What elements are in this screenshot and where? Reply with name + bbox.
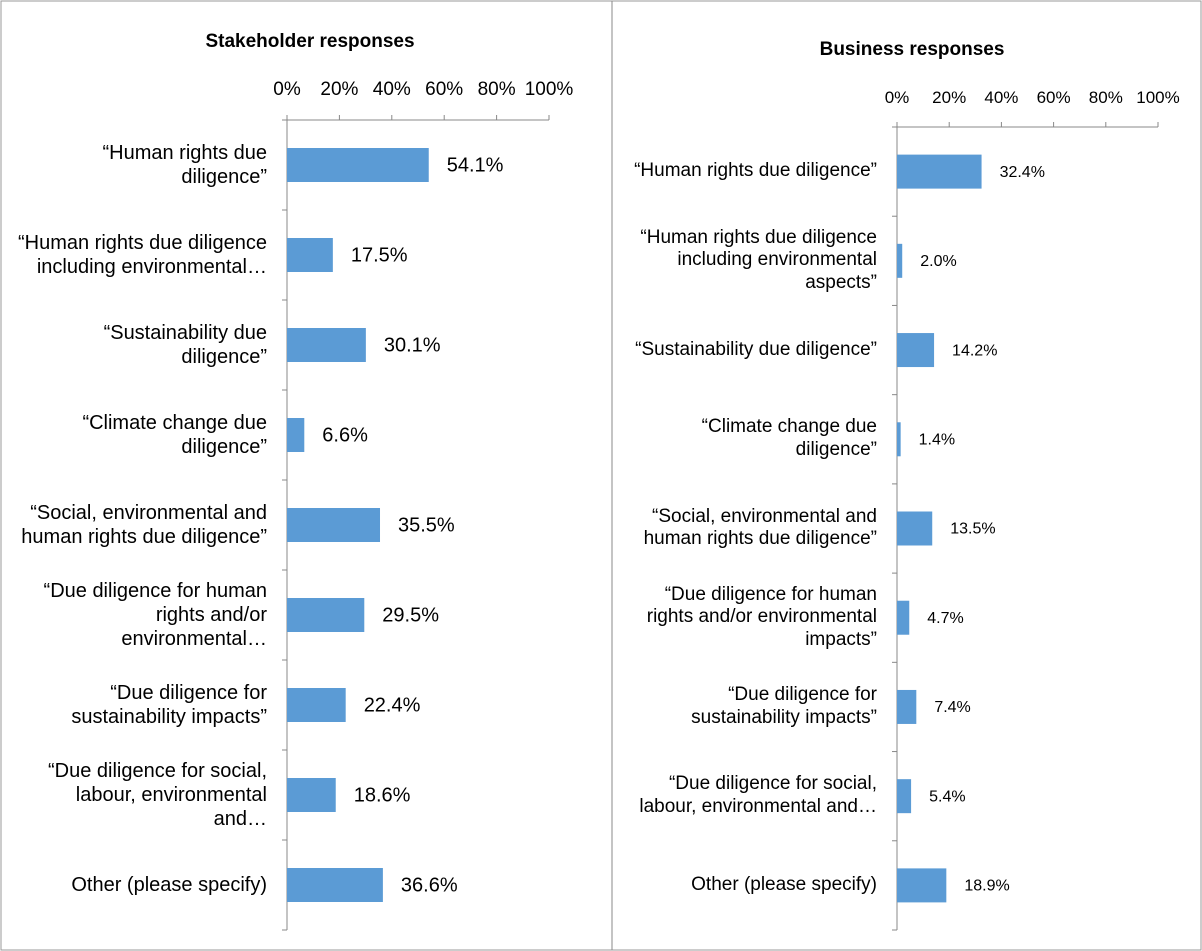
category-label: “Due diligence for human rights and/or e… bbox=[43, 580, 267, 650]
bar bbox=[897, 154, 982, 189]
bar bbox=[897, 600, 910, 635]
x-tick-label: 40% bbox=[373, 79, 411, 100]
category-label: “Social, environmental and human rights … bbox=[21, 502, 267, 548]
value-label: 2.0% bbox=[920, 253, 956, 270]
value-label: 5.4% bbox=[929, 788, 965, 805]
x-tick-label: 20% bbox=[932, 88, 966, 107]
value-label: 30.1% bbox=[384, 334, 441, 356]
category-label: “Due diligence for human rights and/or e… bbox=[646, 583, 877, 651]
value-label: 13.5% bbox=[950, 521, 995, 538]
value-label: 17.5% bbox=[351, 244, 408, 266]
bar bbox=[897, 422, 901, 457]
category-label: “Sustainability due diligence” bbox=[635, 338, 877, 360]
bar bbox=[287, 148, 429, 182]
category-label: “Human rights due diligence” bbox=[102, 142, 267, 188]
category-label: Other (please specify) bbox=[691, 873, 877, 895]
value-label: 35.5% bbox=[398, 514, 455, 536]
bar bbox=[287, 778, 336, 812]
bar bbox=[897, 511, 933, 546]
category-label: “Due diligence for sustainability impact… bbox=[71, 682, 267, 728]
x-tick-label: 80% bbox=[478, 79, 516, 100]
category-label: “Sustainability due diligence” bbox=[103, 322, 267, 368]
bar bbox=[287, 688, 346, 722]
value-label: 6.6% bbox=[322, 424, 368, 446]
value-label: 1.4% bbox=[919, 431, 955, 448]
value-label: 14.2% bbox=[952, 342, 997, 359]
bar bbox=[287, 598, 365, 632]
category-label: “Human rights due diligence including en… bbox=[640, 226, 877, 294]
category-label: “Human rights due diligence including en… bbox=[17, 232, 267, 278]
x-tick-label: 20% bbox=[320, 79, 358, 100]
value-label: 54.1% bbox=[447, 154, 504, 176]
chart-title: Business responses bbox=[820, 39, 1005, 60]
bar bbox=[287, 508, 381, 542]
x-tick-label: 60% bbox=[425, 79, 463, 100]
bar bbox=[897, 333, 935, 368]
category-label: “Due diligence for social, labour, envir… bbox=[639, 773, 877, 818]
x-tick-label: 0% bbox=[885, 88, 910, 107]
bar bbox=[897, 868, 947, 903]
bar bbox=[287, 328, 366, 362]
bar bbox=[897, 779, 912, 814]
category-label: “Human rights due diligence” bbox=[634, 160, 877, 182]
value-label: 18.6% bbox=[354, 784, 411, 806]
chart-title: Stakeholder responses bbox=[205, 31, 414, 52]
category-label: “Due diligence for sustainability impact… bbox=[691, 684, 877, 728]
bar bbox=[287, 418, 305, 452]
value-label: 22.4% bbox=[364, 694, 421, 716]
category-label: “Due diligence for social, labour, envir… bbox=[48, 760, 267, 830]
value-label: 36.6% bbox=[401, 874, 458, 896]
bar bbox=[897, 689, 917, 724]
x-tick-label: 40% bbox=[984, 88, 1018, 107]
category-label: “Climate change due diligence” bbox=[701, 416, 877, 461]
category-label: “Climate change due diligence” bbox=[82, 412, 267, 458]
x-tick-label: 80% bbox=[1089, 88, 1123, 107]
bar bbox=[287, 238, 333, 272]
x-tick-label: 60% bbox=[1037, 88, 1071, 107]
value-label: 4.7% bbox=[927, 610, 963, 627]
value-label: 7.4% bbox=[934, 699, 970, 716]
x-tick-label: 0% bbox=[273, 79, 301, 100]
category-label: “Social, environmental and human rights … bbox=[643, 505, 877, 550]
bar bbox=[897, 243, 903, 278]
value-label: 32.4% bbox=[1000, 164, 1045, 181]
x-tick-label: 100% bbox=[525, 79, 574, 100]
bar bbox=[287, 868, 383, 902]
value-label: 18.9% bbox=[964, 878, 1009, 895]
x-tick-label: 100% bbox=[1136, 88, 1179, 107]
category-label: Other (please specify) bbox=[71, 874, 267, 896]
value-label: 29.5% bbox=[382, 604, 439, 626]
